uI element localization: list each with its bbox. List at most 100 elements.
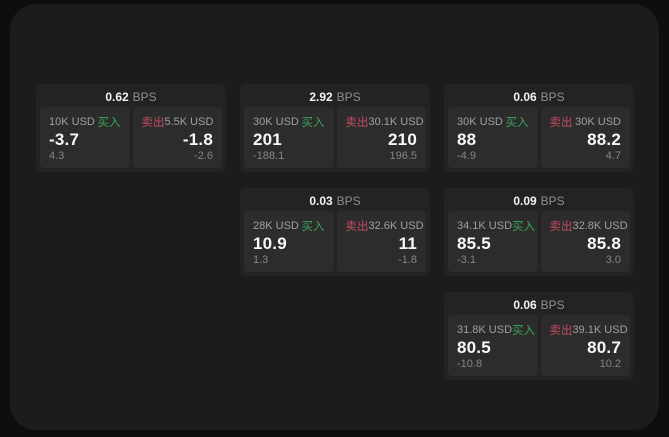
- sell-amount: 32.6K USD: [368, 220, 424, 232]
- buy-delta: -188.1: [253, 150, 285, 162]
- buy-amount: 10K USD: [49, 116, 95, 128]
- buy-delta: -4.9: [457, 150, 476, 162]
- bps-value: 2.92: [309, 90, 333, 104]
- buy-delta: 4.3: [49, 150, 65, 162]
- sell-panel[interactable]: 卖出 30.1K USD 210 196.5: [336, 107, 426, 168]
- bps-header: 0.09 BPS: [448, 191, 630, 211]
- sell-price: 11: [398, 234, 417, 253]
- bps-header: 0.06 BPS: [448, 295, 630, 315]
- sell-label: 卖出: [549, 117, 573, 129]
- quote-body: 30K USD 买入 201 -188.1 卖出 30.1K USD 210 1…: [244, 107, 426, 168]
- buy-amount: 31.8K USD: [457, 324, 513, 336]
- sell-top-row: 卖出 30K USD: [550, 114, 622, 130]
- quote-card: 0.06 BPS 30K USD 买入 88 -4.9 卖出 30K USD 88…: [444, 84, 634, 172]
- buy-delta: -3.1: [457, 254, 476, 266]
- quote-card: 0.03 BPS 28K USD 买入 10.9 1.3 卖出 32.6K USD…: [240, 188, 430, 276]
- bps-label: BPS: [132, 90, 157, 104]
- sell-label: 卖出: [549, 325, 573, 337]
- buy-panel[interactable]: 30K USD 买入 88 -4.9: [448, 107, 538, 168]
- buy-amount: 30K USD: [253, 116, 299, 128]
- bps-header: 0.06 BPS: [448, 87, 630, 107]
- buy-top-row: 30K USD 买入: [457, 114, 529, 130]
- buy-top-row: 34.1K USD 买入: [457, 218, 535, 234]
- buy-delta: -10.8: [457, 358, 483, 370]
- buy-amount: 34.1K USD: [457, 220, 513, 232]
- bps-value: 0.62: [105, 90, 129, 104]
- buy-label: 买入: [301, 221, 325, 233]
- buy-amount: 28K USD: [253, 220, 299, 232]
- buy-label: 买入: [97, 117, 121, 129]
- sell-delta: -2.6: [194, 150, 213, 162]
- sell-amount: 32.8K USD: [572, 220, 628, 232]
- quote-body: 10K USD 买入 -3.7 4.3 卖出 5.5K USD -1.8 -2.…: [40, 107, 222, 168]
- bps-value: 0.03: [309, 194, 333, 208]
- buy-price: 10.9: [253, 234, 287, 253]
- sell-amount: 30.1K USD: [368, 116, 424, 128]
- bps-label: BPS: [336, 194, 361, 208]
- sell-amount: 5.5K USD: [164, 116, 214, 128]
- sell-top-row: 卖出 30.1K USD: [345, 114, 424, 130]
- buy-top-row: 31.8K USD 买入: [457, 322, 535, 338]
- sell-delta: 3.0: [605, 254, 621, 266]
- buy-price: 85.5: [457, 234, 491, 253]
- bps-header: 0.03 BPS: [244, 191, 426, 211]
- buy-panel[interactable]: 28K USD 买入 10.9 1.3: [244, 211, 334, 272]
- buy-top-row: 28K USD 买入: [253, 218, 325, 234]
- sell-price: -1.8: [182, 130, 213, 149]
- quote-body: 34.1K USD 买入 85.5 -3.1 卖出 32.8K USD 85.8…: [448, 211, 630, 272]
- sell-label: 卖出: [345, 117, 369, 129]
- buy-label: 买入: [512, 221, 536, 233]
- bps-value: 0.06: [513, 90, 537, 104]
- sell-amount: 30K USD: [575, 116, 621, 128]
- sell-delta: 4.7: [605, 150, 621, 162]
- quote-card: 0.06 BPS 31.8K USD 买入 80.5 -10.8 卖出 39.1K…: [444, 292, 634, 380]
- sell-label: 卖出: [549, 221, 573, 233]
- sell-price: 210: [388, 130, 417, 149]
- bps-value: 0.06: [513, 298, 537, 312]
- buy-label: 买入: [512, 325, 536, 337]
- buy-panel[interactable]: 34.1K USD 买入 85.5 -3.1: [448, 211, 538, 272]
- buy-price: -3.7: [49, 130, 80, 149]
- buy-top-row: 10K USD 买入: [49, 114, 121, 130]
- buy-panel[interactable]: 30K USD 买入 201 -188.1: [244, 107, 334, 168]
- buy-amount: 30K USD: [457, 116, 503, 128]
- quote-body: 31.8K USD 买入 80.5 -10.8 卖出 39.1K USD 80.…: [448, 315, 630, 376]
- sell-label: 卖出: [345, 221, 369, 233]
- buy-price: 80.5: [457, 338, 491, 357]
- buy-label: 买入: [301, 117, 325, 129]
- sell-panel[interactable]: 卖出 39.1K USD 80.7 10.2: [540, 315, 630, 376]
- sell-top-row: 卖出 5.5K USD: [142, 114, 214, 130]
- bps-label: BPS: [540, 298, 565, 312]
- sell-top-row: 卖出 32.8K USD: [549, 218, 628, 234]
- sell-delta: 10.2: [599, 358, 621, 370]
- bps-label: BPS: [540, 90, 565, 104]
- buy-label: 买入: [505, 117, 529, 129]
- bps-header: 0.62 BPS: [40, 87, 222, 107]
- sell-price: 80.7: [587, 338, 621, 357]
- sell-panel[interactable]: 卖出 32.8K USD 85.8 3.0: [540, 211, 630, 272]
- bps-label: BPS: [336, 90, 361, 104]
- quote-body: 28K USD 买入 10.9 1.3 卖出 32.6K USD 11 -1.8: [244, 211, 426, 272]
- buy-price: 201: [253, 130, 282, 149]
- sell-price: 88.2: [587, 130, 621, 149]
- quote-body: 30K USD 买入 88 -4.9 卖出 30K USD 88.2 4.7: [448, 107, 630, 168]
- bps-header: 2.92 BPS: [244, 87, 426, 107]
- buy-price: 88: [457, 130, 477, 149]
- quote-card: 2.92 BPS 30K USD 买入 201 -188.1 卖出 30.1K U…: [240, 84, 430, 172]
- sell-amount: 39.1K USD: [572, 324, 628, 336]
- sell-panel[interactable]: 卖出 30K USD 88.2 4.7: [540, 107, 630, 168]
- buy-delta: 1.3: [253, 254, 269, 266]
- sell-delta: -1.8: [398, 254, 417, 266]
- buy-panel[interactable]: 10K USD 买入 -3.7 4.3: [40, 107, 130, 168]
- sell-top-row: 卖出 39.1K USD: [549, 322, 628, 338]
- bps-value: 0.09: [513, 194, 537, 208]
- sell-panel[interactable]: 卖出 5.5K USD -1.8 -2.6: [132, 107, 222, 168]
- buy-top-row: 30K USD 买入: [253, 114, 325, 130]
- sell-panel[interactable]: 卖出 32.6K USD 11 -1.8: [336, 211, 426, 272]
- sell-label: 卖出: [141, 117, 165, 129]
- sell-price: 85.8: [587, 234, 621, 253]
- quote-card: 0.09 BPS 34.1K USD 买入 85.5 -3.1 卖出 32.8K …: [444, 188, 634, 276]
- sell-delta: 196.5: [389, 150, 417, 162]
- quote-card: 0.62 BPS 10K USD 买入 -3.7 4.3 卖出 5.5K USD …: [36, 84, 226, 172]
- buy-panel[interactable]: 31.8K USD 买入 80.5 -10.8: [448, 315, 538, 376]
